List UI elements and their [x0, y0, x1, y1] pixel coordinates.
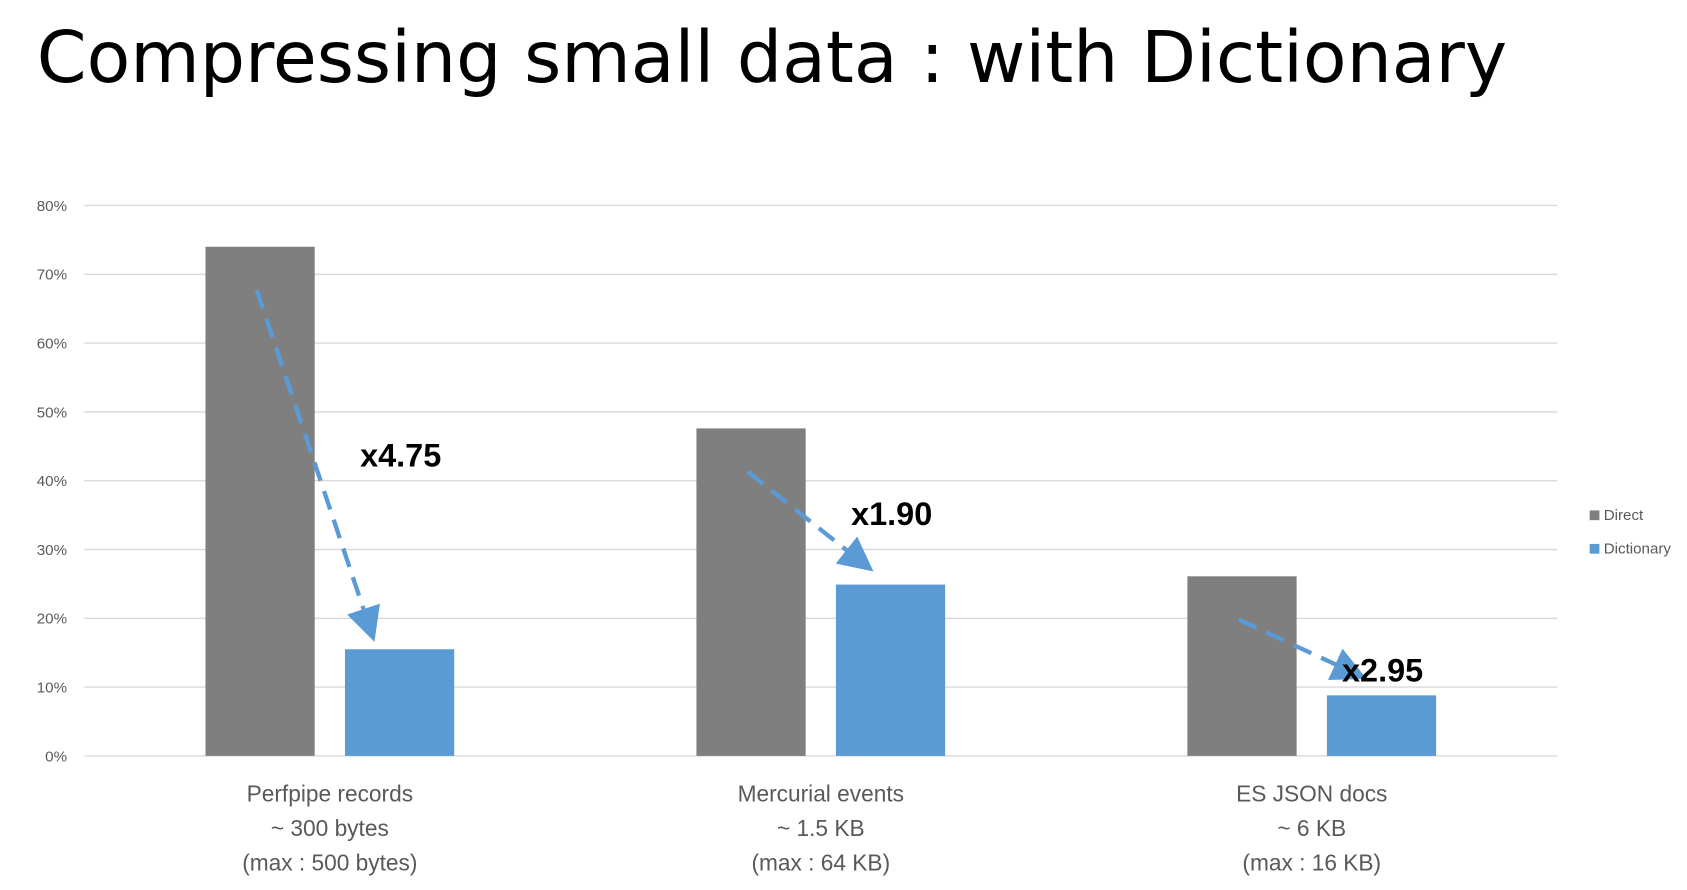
y-tick-label: 50% — [37, 404, 67, 421]
y-tick-label: 80% — [37, 198, 67, 215]
legend-swatch-direct — [1589, 510, 1600, 521]
dashed-arrow — [746, 469, 874, 572]
y-tick-label: 0% — [45, 748, 67, 765]
slide-title: Compressing small data : with Dictionary — [37, 16, 1507, 99]
y-tick-label: 40% — [37, 473, 67, 490]
bars — [205, 246, 1437, 756]
category-label: ~ 6 KB — [1277, 815, 1346, 841]
category-labels: Perfpipe records ~ 300 bytes (max : 500 by… — [242, 780, 1387, 875]
legend: Direct Dictionary — [1589, 507, 1672, 558]
category-label: (max : 16 KB) — [1242, 850, 1381, 876]
category-label: (max : 64 KB) — [751, 850, 890, 876]
category-label: ES JSON docs — [1236, 780, 1387, 806]
bar-direct — [205, 246, 315, 756]
arrows: x4.75 x1.90 x2.95 — [254, 289, 1423, 688]
ratio-label: x1.90 — [851, 496, 932, 532]
category-label: Mercurial events — [738, 780, 904, 806]
y-tick-label: 30% — [37, 542, 67, 559]
gridlines — [84, 204, 1558, 757]
y-tick-label: 20% — [37, 611, 67, 628]
dashed-arrow — [1237, 617, 1367, 680]
y-tick-label: 70% — [37, 267, 67, 284]
bar-dictionary — [1326, 695, 1437, 756]
category-label: (max : 500 bytes) — [242, 850, 417, 876]
category-label: ~ 300 bytes — [271, 815, 389, 841]
ratio-label: x2.95 — [1342, 652, 1423, 688]
y-tick-label: 10% — [37, 680, 67, 697]
category-label: ~ 1.5 KB — [777, 815, 865, 841]
y-tick-label: 60% — [37, 335, 67, 352]
legend-label: Dictionary — [1604, 541, 1672, 558]
category-label: Perfpipe records — [247, 780, 413, 806]
bar-dictionary — [344, 649, 455, 756]
bar-direct — [696, 428, 806, 756]
legend-label: Direct — [1604, 507, 1644, 524]
bar-direct — [1187, 576, 1297, 756]
bar-dictionary — [835, 584, 946, 756]
legend-swatch-dictionary — [1589, 543, 1600, 554]
ratio-label: x4.75 — [360, 437, 441, 473]
y-axis-ticks: 0% 10% 20% 30% 40% 50% 60% 70% 80% — [37, 198, 67, 765]
